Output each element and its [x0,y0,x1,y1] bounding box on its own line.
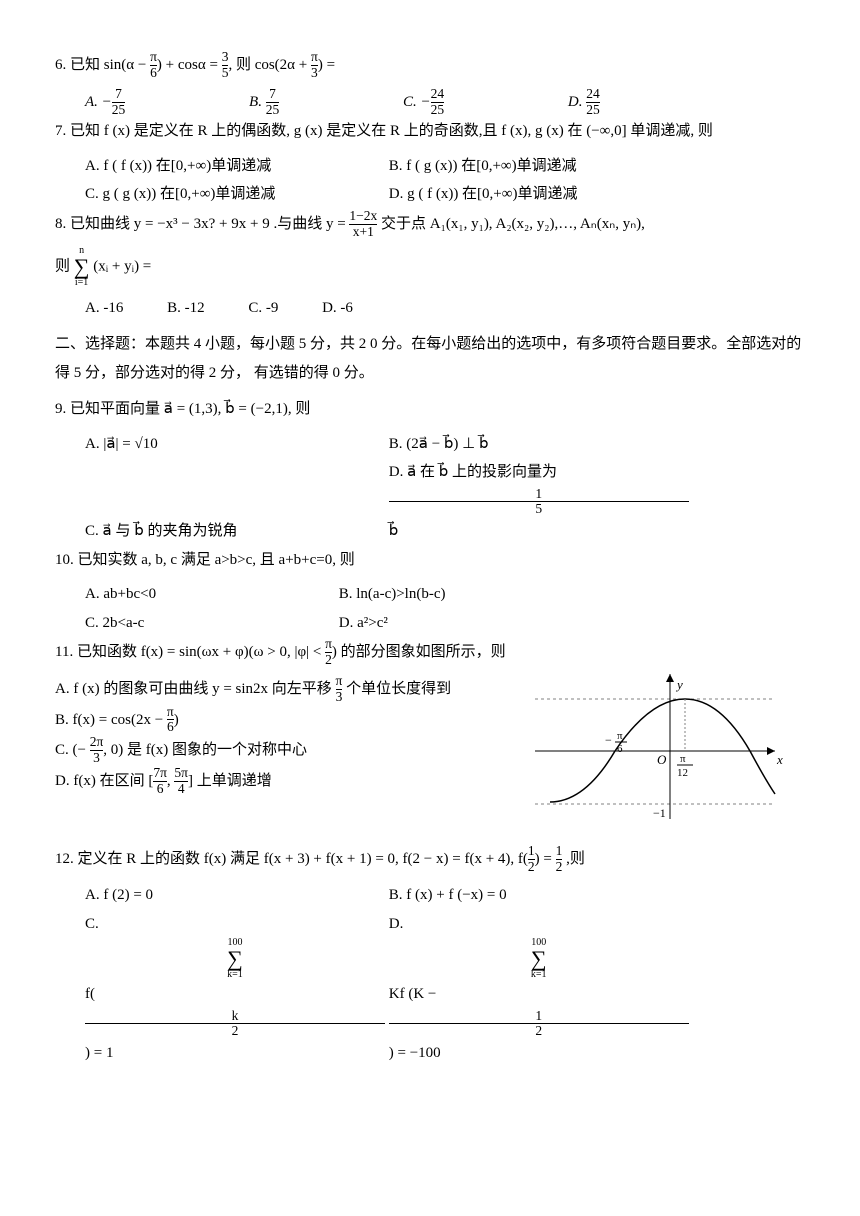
q7-options: A. f ( f (x)) 在[0,+∞)单调递减 B. f ( g (x)) … [85,152,805,209]
svg-text:6: 6 [617,743,623,755]
question-7: 7. 已知 f (x) 是定义在 R 上的偶函数, g (x) 是定义在 R 上… [55,117,805,146]
q8-options: A. -16 B. -12 C. -9 D. -6 [85,294,805,323]
q8-sum: 则 n∑i=1 (xᵢ + yᵢ) = [55,246,805,288]
svg-text:−1: −1 [653,806,666,820]
svg-text:π: π [617,730,623,742]
svg-text:O: O [657,752,667,767]
section-2-header: 二、选择题：本题共 4 小题，每小题 5 分，共 2 0 分。在每小题给出的选项… [55,330,805,387]
svg-text:π: π [680,753,686,765]
question-8: 8. 已知曲线 y = −x³ − 3x? + 9x + 9 .与曲线 y = … [55,209,805,240]
q7-D: D. g ( f (x)) 在[0,+∞)单调递减 [389,180,689,209]
svg-text:12: 12 [677,767,688,779]
q7-A: A. f ( f (x)) 在[0,+∞)单调递减 [85,152,385,181]
q12-options: A. f (2) = 0 B. f (x) + f (−x) = 0 C. 10… [85,881,805,1068]
svg-text:y: y [675,677,683,692]
question-10: 10. 已知实数 a, b, c 满足 a>b>c, 且 a+b+c=0, 则 [55,546,805,575]
question-9: 9. 已知平面向量 a⃗ = (1,3), b⃗ = (−2,1), 则 [55,395,805,424]
q6-stem-a: 6. 已知 sin(α − [55,57,150,73]
q7-C: C. g ( g (x)) 在[0,+∞)单调递减 [85,180,385,209]
q9-options: A. |a⃗| = √10 B. (2a⃗ − b⃗) ⊥ b⃗ C. a⃗ 与… [85,430,805,546]
sine-graph-icon: y x O −1 − π 6 π 12 [525,664,785,824]
q7-B: B. f ( g (x)) 在[0,+∞)单调递减 [389,152,689,181]
svg-text:−: − [605,733,612,747]
question-12: 12. 定义在 R 上的函数 f(x) 满足 f(x + 3) + f(x + … [55,844,805,875]
svg-text:x: x [776,752,783,767]
q6-options: A. −725 B. 725 C. −2425 D. 2425 [85,87,805,118]
q11-graph: y x O −1 − π 6 π 12 [525,664,785,835]
q7-stem: 7. 已知 f (x) 是定义在 R 上的偶函数, g (x) 是定义在 R 上… [55,123,713,139]
question-6: 6. 已知 sin(α − π6) + cosα = 35, 则 cos(2α … [55,50,805,81]
q10-options: A. ab+bc<0 B. ln(a-c)>ln(b-c) C. 2b<a-c … [85,580,805,637]
